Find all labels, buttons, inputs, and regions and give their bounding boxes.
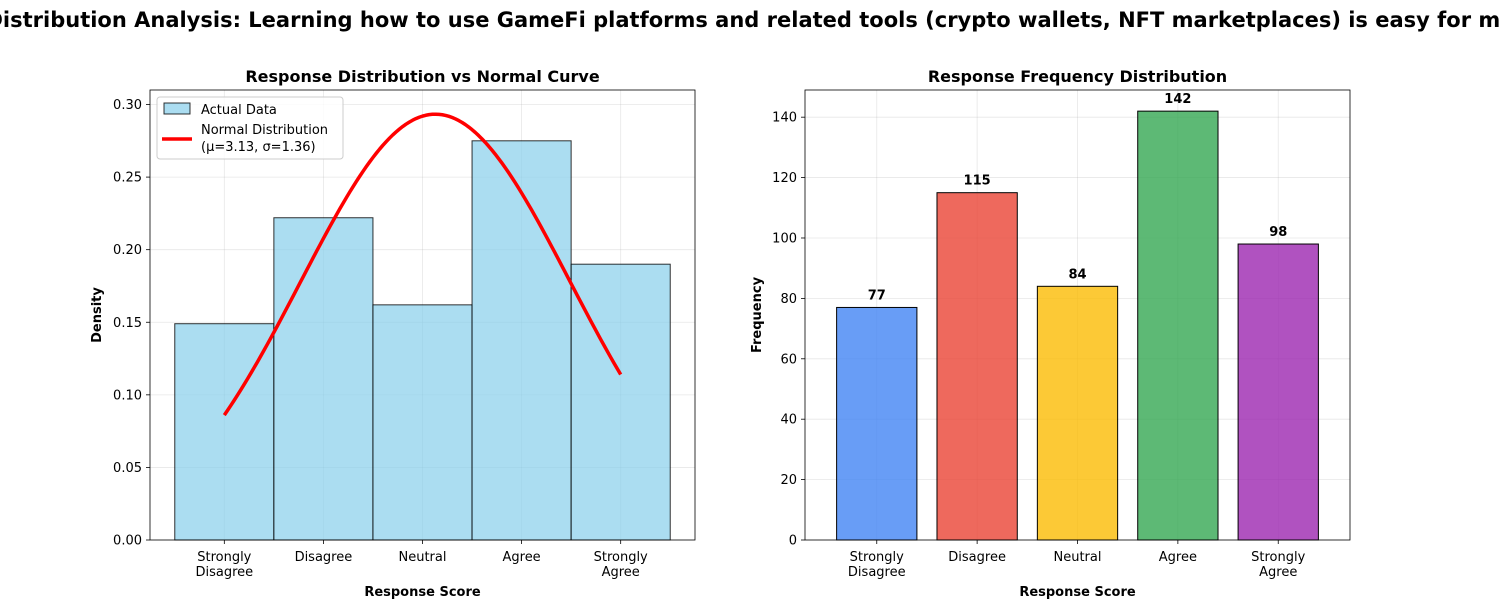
x-tick-label-line: Strongly xyxy=(197,550,251,565)
bar-value-label: 77 xyxy=(868,288,886,303)
bar-value-label: 142 xyxy=(1164,92,1191,107)
x-tick-label-line: Disagree xyxy=(948,550,1006,565)
legend-label-normal-curve: Normal Distribution xyxy=(201,123,328,138)
frequency-bar xyxy=(936,192,1018,541)
y-tick-label: 0.05 xyxy=(113,461,142,476)
x-tick-label-line: Agree xyxy=(502,550,540,565)
y-tick-label: 0.10 xyxy=(113,388,142,403)
y-axis-label: Density xyxy=(90,287,105,343)
x-tick-label-line: Neutral xyxy=(399,550,447,565)
frequency-chart: 771158414298020406080100120140StronglyDi… xyxy=(750,67,1351,600)
y-tick-label: 140 xyxy=(772,111,797,126)
x-tick-label-line: Neutral xyxy=(1054,550,1102,565)
chart-legend: Actual Data Normal Distribution (μ=3.13, σ… xyxy=(156,96,344,160)
x-tick-label-line: Strongly xyxy=(850,550,904,565)
chart-title: Response Distribution vs Normal Curve xyxy=(245,67,599,86)
y-tick-label: 40 xyxy=(780,413,797,428)
y-axis-label: Frequency xyxy=(750,276,765,353)
x-tick-label-line: Agree xyxy=(1259,565,1297,580)
x-tick-label-line: Disagree xyxy=(848,565,906,580)
frequency-bar xyxy=(1137,110,1219,541)
x-tick-label: Disagree xyxy=(948,550,1006,565)
frequency-bar xyxy=(1237,243,1319,541)
histogram-chart: 0.000.050.100.150.200.250.30StronglyDisa… xyxy=(90,67,696,600)
x-tick-label-line: Strongly xyxy=(1251,550,1305,565)
histogram-bar xyxy=(273,217,374,541)
legend-swatch-histogram xyxy=(163,102,191,115)
x-tick-label: Agree xyxy=(1159,550,1197,565)
x-tick-label-line: Agree xyxy=(1159,550,1197,565)
y-tick-label: 20 xyxy=(780,473,797,488)
frequency-bar xyxy=(1036,285,1119,541)
y-tick-label: 120 xyxy=(772,171,797,186)
frequency-bar xyxy=(836,306,918,541)
y-tick-label: 0.00 xyxy=(113,534,142,549)
x-tick-label: Neutral xyxy=(1054,550,1102,565)
bar-value-label: 84 xyxy=(1068,267,1086,282)
y-tick-label: 0.15 xyxy=(113,316,142,331)
x-axis-label: Response Score xyxy=(364,585,481,600)
legend-label-normal-curve: (μ=3.13, σ=1.36) xyxy=(201,140,316,155)
x-tick-label-line: Disagree xyxy=(295,550,353,565)
histogram-bar xyxy=(570,263,671,541)
x-tick-label-line: Disagree xyxy=(195,565,253,580)
y-tick-label: 80 xyxy=(780,292,797,307)
x-axis-label: Response Score xyxy=(1019,585,1136,600)
legend-box xyxy=(156,96,344,160)
y-tick-label: 0.30 xyxy=(113,98,142,113)
bar-value-label: 115 xyxy=(964,174,991,189)
normal-curve-line xyxy=(222,112,623,417)
y-tick-label: 0.20 xyxy=(113,243,142,258)
x-tick-label: Disagree xyxy=(295,550,353,565)
x-tick-label: Agree xyxy=(502,550,540,565)
x-tick-label-line: Strongly xyxy=(594,550,648,565)
histogram-bar xyxy=(471,140,572,541)
legend-label-histogram: Actual Data xyxy=(201,103,277,118)
x-tick-label-line: Agree xyxy=(602,565,640,580)
y-tick-label: 0.25 xyxy=(113,171,142,186)
bar-value-label: 98 xyxy=(1269,225,1287,240)
x-tick-label: Neutral xyxy=(399,550,447,565)
y-tick-label: 0 xyxy=(789,534,797,549)
y-tick-label: 60 xyxy=(780,352,797,367)
figure-suptitle: Distribution Analysis: Learning how to u… xyxy=(0,8,1500,32)
histogram-bar xyxy=(372,304,473,541)
y-tick-label: 100 xyxy=(772,231,797,246)
chart-title: Response Frequency Distribution xyxy=(928,67,1227,86)
